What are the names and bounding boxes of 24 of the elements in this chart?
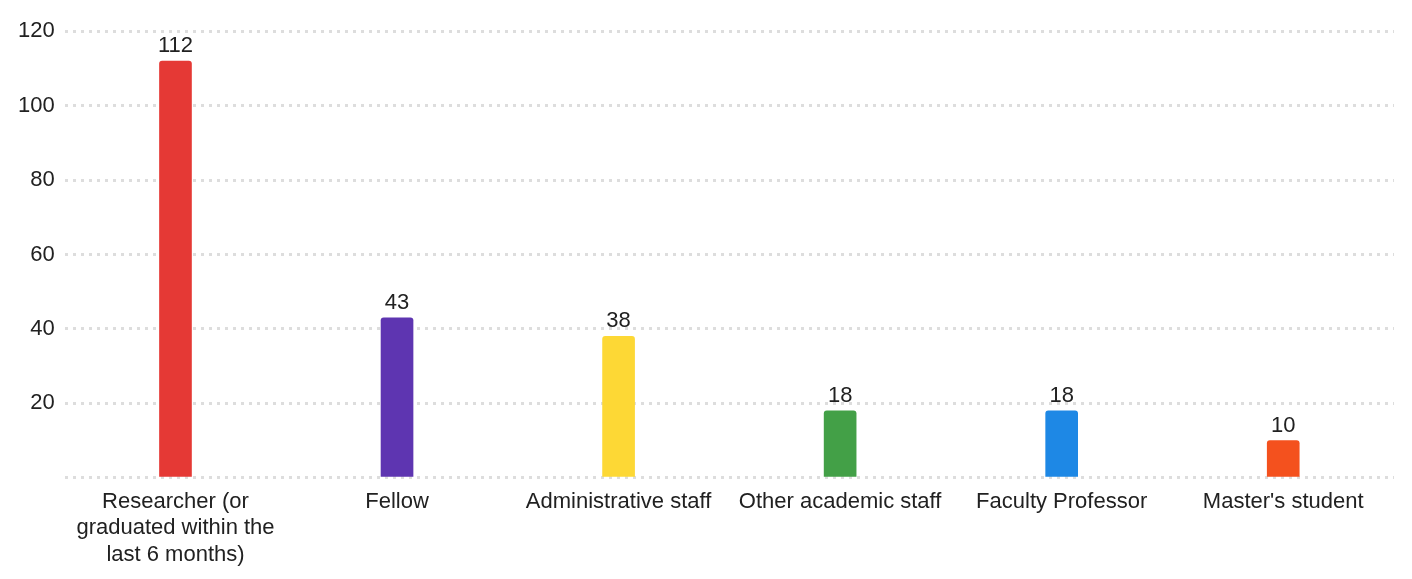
data-label: 18 — [827, 381, 853, 407]
x-tick-label: Faculty Professor — [976, 488, 1148, 514]
bar — [1045, 410, 1079, 477]
y-tick-label: 60 — [30, 240, 55, 266]
x-tick-label: Administrative staff — [525, 488, 713, 514]
x-tick-label: Other academic staff — [738, 488, 943, 514]
x-tick-label: Researcher (or graduated within the last 6 months) — [76, 488, 275, 566]
y-tick-label: 80 — [30, 166, 55, 192]
data-label: 18 — [1049, 381, 1074, 407]
x-tick-label: Fellow — [365, 488, 429, 514]
y-tick-label: 20 — [30, 389, 55, 415]
y-tick-label: 40 — [30, 315, 55, 340]
data-label: 10 — [1270, 411, 1296, 437]
bar — [1266, 440, 1300, 477]
bar — [823, 410, 857, 477]
data-label: 38 — [606, 307, 631, 333]
data-label: 112 — [157, 32, 194, 58]
x-tick-label: Master's student — [1202, 488, 1364, 514]
bar — [602, 336, 635, 477]
data-label: 43 — [384, 288, 410, 314]
y-tick-label: 100 — [17, 91, 55, 117]
bar — [380, 317, 414, 477]
bar — [159, 60, 192, 477]
y-tick-label: 120 — [17, 17, 55, 43]
